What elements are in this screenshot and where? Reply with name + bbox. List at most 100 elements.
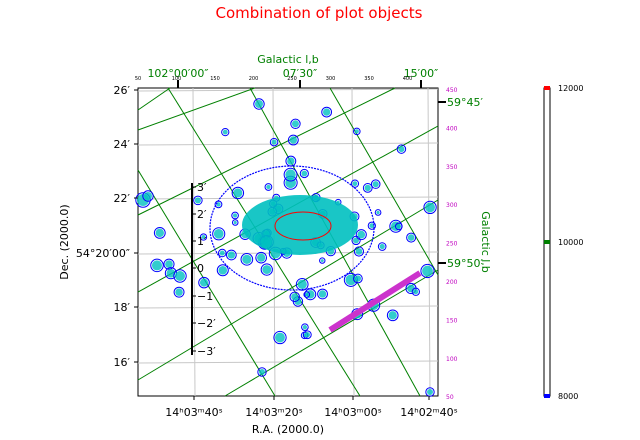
contour-blob [299, 168, 309, 179]
galactic-grid-line [224, 269, 439, 397]
contour-fill [227, 251, 236, 259]
contour-blob [231, 211, 239, 220]
right-pixel-label: 350 [446, 164, 458, 171]
equatorial-grid [137, 87, 439, 397]
contour-fill [302, 325, 308, 330]
contour-fill [364, 184, 371, 192]
contour-fill [413, 289, 419, 295]
right-pixel-label: 400 [446, 125, 458, 132]
contour-fill [354, 275, 362, 282]
contour-blob [216, 264, 229, 277]
contour-fill [201, 235, 206, 239]
galactic-grid-line [329, 87, 439, 276]
contour-fill [304, 332, 311, 338]
contour-blob [260, 263, 273, 276]
dec-grid-line [137, 142, 439, 146]
top-pixel-ticks: 50 100 150 200 250 300 350 400 [135, 76, 412, 82]
core-fill [242, 195, 358, 255]
contour-fill [407, 284, 415, 293]
contour-blob [321, 106, 333, 118]
contour-blob [199, 233, 208, 241]
contour-fill [165, 260, 173, 268]
contour-fill [166, 268, 176, 278]
contour-blob [225, 249, 237, 261]
ruler-label: 2′ [197, 208, 207, 221]
colorbar: 12000 10000 8000 [543, 84, 583, 401]
y-tick-label: 26′ [114, 84, 131, 97]
contour-fill [275, 332, 285, 343]
contour-blob [253, 98, 265, 110]
contour-fill [213, 228, 224, 239]
top-pixel-label: 250 [287, 76, 297, 82]
contour-fill [155, 228, 165, 238]
y-axis-ticks: 26′ 24′ 22′ 54°20′00″ 18′ 16′ [76, 84, 138, 369]
y-tick-label: 18′ [114, 301, 131, 314]
contour-blob [221, 128, 230, 137]
magenta-bar [328, 270, 422, 333]
contour-blob [353, 127, 361, 136]
contour-blob [386, 309, 399, 322]
inner-contour [274, 211, 332, 241]
colorbar-marker [544, 240, 550, 244]
colorbar-marker [544, 86, 550, 90]
contour-fill [255, 100, 263, 108]
contour-blob [173, 286, 185, 298]
contour-fill [318, 290, 327, 298]
x-tick-label: 14ʰ03ᵐ00ˢ [324, 406, 381, 419]
y-tick-label: 16′ [114, 356, 131, 369]
x-axis-ticks: 14ʰ03ᵐ40ˢ 14ʰ03ᵐ20ˢ 14ʰ03ᵐ00ˢ 14ʰ02ᵐ40ˢ [165, 396, 458, 419]
contour-fill [355, 248, 363, 255]
colorbar-label: 12000 [558, 84, 583, 93]
contour-fill [219, 250, 225, 256]
contour-blob [304, 288, 317, 301]
colorbar-ticks: 12000 10000 8000 [544, 84, 583, 401]
dec-grid-line [137, 360, 439, 364]
contour-blob [264, 183, 273, 191]
contour-blob [150, 258, 164, 273]
contour-map [135, 98, 437, 397]
contour-blob [303, 291, 311, 298]
contour-blob [240, 253, 254, 266]
contour-fill [222, 129, 228, 135]
plot-area: 3′ 2′ 1′ 0 −1 −2′ −3′ [135, 87, 439, 397]
contour-blob [273, 330, 287, 345]
contour-fill [322, 108, 331, 116]
contour-fill [291, 293, 299, 301]
right-pixel-label: 450 [446, 87, 458, 94]
contour-blob [301, 323, 309, 332]
contour-fill [144, 192, 152, 200]
contour-blob [374, 209, 382, 216]
contour-fill [266, 184, 271, 190]
contour-blob [420, 263, 435, 279]
contour-fill [233, 220, 237, 225]
contour-blob [287, 134, 299, 146]
right-galactic-label: 59°45′ [447, 96, 483, 109]
contour-blob [353, 246, 365, 257]
contour-blob [218, 248, 227, 258]
contour-fill [398, 146, 405, 153]
contour-fill [285, 169, 296, 180]
contour-blob [173, 269, 187, 283]
contour-fill [353, 237, 360, 244]
contour-blob [231, 219, 239, 226]
contour-blob [289, 291, 300, 303]
ra-grid-line [427, 87, 431, 397]
contour-fill [194, 197, 201, 204]
contour-fill [175, 271, 185, 281]
top-pixel-label: 200 [249, 76, 259, 82]
right-pixel-label: 300 [446, 202, 458, 209]
contour-fill [369, 223, 375, 229]
contour-blob [163, 258, 175, 270]
contour-blob [350, 179, 360, 188]
contour-fill [305, 292, 309, 297]
contour-blob [198, 276, 210, 289]
top-galactic-label: 15′00″ [404, 67, 439, 80]
contour-fill [271, 139, 277, 145]
contour-fill [199, 278, 209, 287]
contour-blob [362, 183, 373, 193]
contour-blob [290, 118, 301, 130]
contour-fill [257, 253, 266, 262]
contour-fill [289, 136, 298, 144]
contour-blob [423, 200, 437, 215]
colorbar-marker [544, 394, 550, 398]
